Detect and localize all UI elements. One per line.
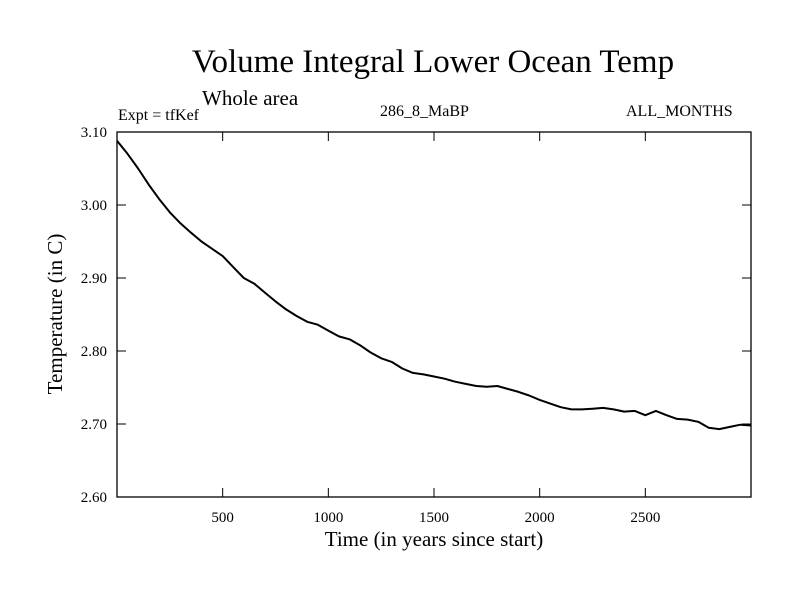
experiment-label: Expt = tfKef — [118, 107, 199, 124]
y-axis-label: Temperature (in C) — [43, 234, 67, 395]
y-tick-label: 2.80 — [81, 344, 107, 360]
chart-title: Volume Integral Lower Ocean Temp — [191, 44, 675, 80]
temperature-series-line — [116, 140, 752, 431]
y-tick-label: 2.70 — [81, 417, 107, 433]
axis-tick-labels: 500 1000 1500 2000 2500 2.60 2.70 2.80 2.90 3.00 3… — [81, 125, 661, 526]
x-tick-label: 500 — [211, 510, 234, 526]
x-tick-label: 1500 — [419, 510, 449, 526]
plot-frame — [116, 131, 752, 498]
x-axis-label: Time (in years since start) — [325, 527, 544, 551]
y-tick-label: 3.10 — [81, 125, 107, 141]
run-label: 286_8_MaBP — [380, 103, 469, 120]
x-tick-label: 2500 — [630, 510, 660, 526]
y-tick-label: 3.00 — [81, 198, 107, 214]
y-tick-label: 2.60 — [81, 490, 107, 506]
x-tick-label: 1000 — [313, 510, 343, 526]
chart-subtitle: Whole area — [202, 86, 299, 110]
months-label: ALL_MONTHS — [626, 103, 733, 120]
x-tick-label: 2000 — [525, 510, 555, 526]
axis-ticks — [117, 131, 751, 498]
y-tick-label: 2.90 — [81, 271, 107, 287]
